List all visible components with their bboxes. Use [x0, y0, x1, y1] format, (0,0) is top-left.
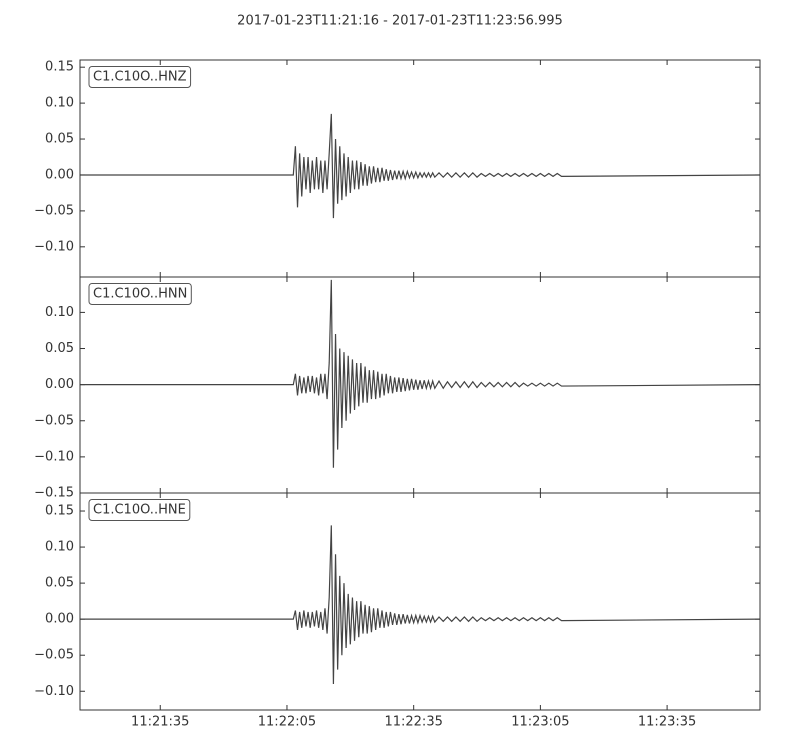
- plot-frame: [79, 492, 761, 711]
- trace-label: C1.C10O..HNZ: [93, 70, 187, 85]
- y-tick-label: 0.05: [45, 576, 74, 591]
- waveform: [80, 279, 761, 468]
- waveform: [80, 113, 761, 219]
- trace-label-box: [88, 283, 192, 305]
- chart-title: 2017-01-23T11:21:16 - 2017-01-23T11:23:5…: [237, 14, 563, 29]
- x-tick-label: 11:21:35: [131, 715, 189, 730]
- trace-label-box: [88, 499, 191, 521]
- waveform: [80, 525, 761, 685]
- x-tick-label: 11:23:35: [638, 715, 696, 730]
- plot-area: [80, 493, 760, 710]
- trace-label: C1.C10O..HNN: [93, 287, 187, 302]
- y-tick-label: −0.10: [34, 239, 74, 254]
- y-tick-label: 0.00: [45, 612, 74, 627]
- y-tick-label: 0.10: [45, 96, 74, 111]
- plot-area: [80, 60, 760, 277]
- y-tick-label: −0.05: [34, 203, 74, 218]
- y-tick-label: 0.15: [45, 504, 74, 519]
- y-tick-label: −0.05: [34, 413, 74, 428]
- x-tick-label: 11:22:05: [258, 715, 316, 730]
- x-tick-label: 11:23:05: [511, 715, 569, 730]
- y-tick-label: 0.10: [45, 305, 74, 320]
- y-tick-label: −0.10: [34, 449, 74, 464]
- y-tick-label: 0.15: [45, 60, 74, 75]
- y-tick-label: 0.05: [45, 341, 74, 356]
- y-tick-label: 0.10: [45, 540, 74, 555]
- trace-label-box: [88, 66, 192, 88]
- y-tick-label: −0.15: [34, 486, 74, 501]
- y-tick-label: −0.10: [34, 684, 74, 699]
- y-tick-label: 0.00: [45, 377, 74, 392]
- y-tick-label: −0.05: [34, 648, 74, 663]
- y-tick-label: 0.05: [45, 132, 74, 147]
- x-tick-label: 11:22:35: [384, 715, 442, 730]
- trace-label: C1.C10O..HNE: [93, 503, 186, 518]
- y-tick-label: 0.00: [45, 167, 74, 182]
